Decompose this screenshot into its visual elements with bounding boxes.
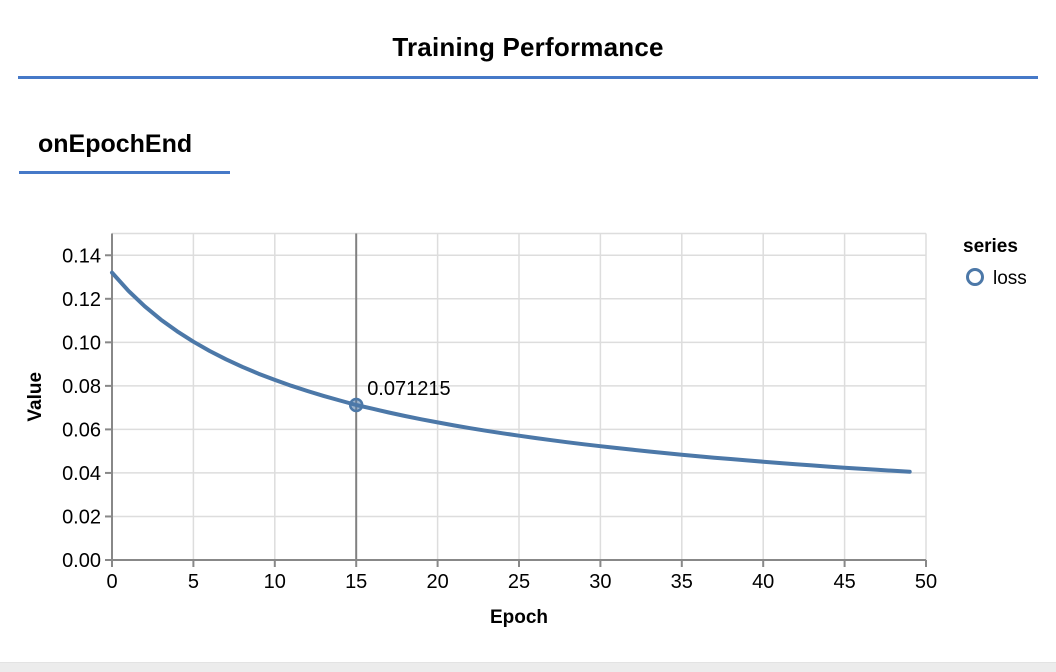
x-tick-label-50: 50 [915,571,937,593]
x-tick-label-0: 0 [106,571,117,593]
x-tick-label-40: 40 [752,571,774,593]
y-tick-label-0.02: 0.02 [62,506,101,528]
x-axis-title: Epoch [490,607,548,628]
x-tick-label-20: 20 [426,571,448,593]
highlighted-point [348,397,364,413]
loss-line [110,270,912,474]
tooltip-value: 0.071215 [367,378,450,400]
x-tick-label-30: 30 [589,571,611,593]
y-axis-title: Value [25,372,46,422]
legend-marker-loss-icon [966,268,984,286]
y-tick-label-0.06: 0.06 [62,419,101,441]
section-tab-underline [19,171,230,174]
x-tick-label-15: 15 [345,571,367,593]
x-tick-label-5: 5 [188,571,199,593]
x-tick-label-35: 35 [671,571,693,593]
y-tick-label-0.14: 0.14 [62,245,101,267]
legend-title: series [963,236,1018,257]
page-title: Training Performance [392,32,664,62]
y-tick-label-0.12: 0.12 [62,289,101,311]
bottom-scroll-strip [0,662,1056,672]
y-tick-label-0.10: 0.10 [62,332,101,354]
x-tick-label-10: 10 [264,571,286,593]
title-divider [18,76,1038,79]
legend-label-loss: loss [993,268,1027,289]
y-tick-label-0.00: 0.00 [62,550,101,572]
x-tick-label-25: 25 [508,571,530,593]
section-tab-onEpochEnd: onEpochEnd [38,130,193,158]
plot-area[interactable] [112,234,926,561]
y-tick-label-0.08: 0.08 [62,376,101,398]
x-tick-label-45: 45 [833,571,855,593]
y-tick-label-0.04: 0.04 [62,463,101,485]
